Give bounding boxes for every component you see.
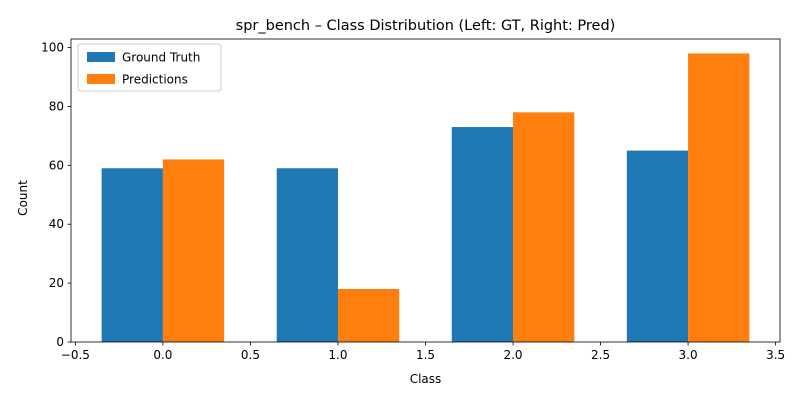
bar-predictions-class-0 xyxy=(162,159,225,342)
x-ticks-group: −0.5 0.0 0.5 1.0 1.5 2.0 2.5 3.0 3.5 xyxy=(61,342,785,362)
legend: Ground Truth Predictions xyxy=(77,43,222,92)
bar-predictions-class-3 xyxy=(688,53,750,343)
x-tick-label: 0.0 xyxy=(153,348,172,362)
x-tick-label: −0.5 xyxy=(61,348,90,362)
x-tick-label: 0.5 xyxy=(241,348,260,362)
legend-swatch-ground-truth xyxy=(87,52,115,62)
legend-label-predictions: Predictions xyxy=(122,73,188,87)
bar-ground-truth-class-1 xyxy=(276,168,338,342)
bar-predictions-class-2 xyxy=(513,112,575,342)
y-tick-label: 0 xyxy=(56,335,64,349)
bars-group xyxy=(101,53,750,343)
y-tick-label: 40 xyxy=(49,217,64,231)
bar-ground-truth-class-3 xyxy=(626,150,689,342)
y-tick-label: 80 xyxy=(49,99,64,113)
x-tick-label: 2.0 xyxy=(503,348,522,362)
x-tick-label: 1.0 xyxy=(328,348,347,362)
y-tick-label: 100 xyxy=(41,41,64,55)
x-tick-label: 2.5 xyxy=(591,348,610,362)
y-tick-label: 20 xyxy=(49,276,64,290)
x-tick-label: 3.0 xyxy=(679,348,698,362)
legend-label-ground-truth: Ground Truth xyxy=(122,51,200,65)
legend-swatch-predictions xyxy=(87,74,115,84)
x-tick-label: 3.5 xyxy=(766,348,785,362)
x-axis-label: Class xyxy=(410,372,442,386)
bar-ground-truth-class-2 xyxy=(451,127,514,342)
bar-predictions-class-1 xyxy=(337,288,400,342)
y-axis-label: Count xyxy=(16,180,30,216)
y-ticks-group: 0 20 40 60 80 100 xyxy=(41,41,71,349)
x-tick-label: 1.5 xyxy=(416,348,435,362)
bar-ground-truth-class-0 xyxy=(101,168,163,342)
chart-title: spr_bench – Class Distribution (Left: GT… xyxy=(236,18,616,34)
y-tick-label: 60 xyxy=(49,158,64,172)
